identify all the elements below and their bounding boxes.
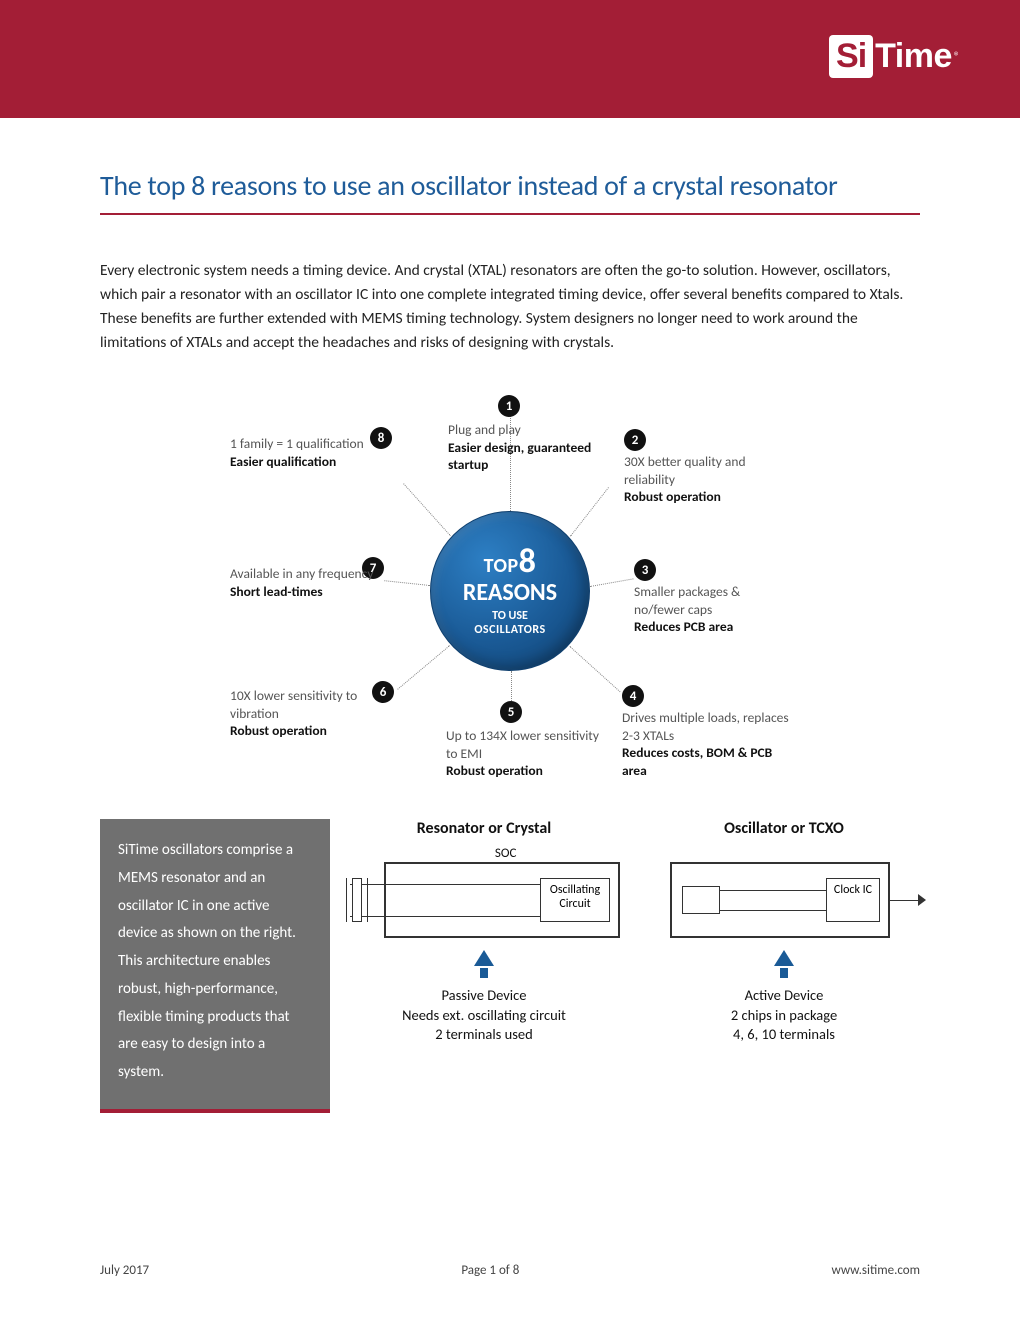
reason-text-8: 1 family = 1 qualificationEasier qualifi… [230,435,385,470]
bottom-row: SiTime oscillators comprise a MEMS reson… [100,819,920,1113]
footer-url: www.sitime.com [831,1263,920,1278]
reason-text-1: Plug and playEasier design, guaranteed s… [448,421,608,474]
diagram-active-clockic-box: Clock IC [826,878,880,922]
reason-badge-5: 5 [500,701,522,723]
hub-top-word: TOP [484,554,519,578]
diagram-passive-title: Resonator or Crystal [348,819,620,838]
logo-prefix-box: Si [829,35,873,78]
diagram-active-outer-box: Clock IC [670,862,890,938]
page-title: The top 8 reasons to use an oscillator i… [100,168,920,215]
page-footer: July 2017 Page 1 of 8 www.sitime.com [100,1263,920,1278]
hub-top-number: 8 [519,541,537,582]
crystal-symbol-icon [336,878,378,922]
reason-badge-1: 1 [498,395,520,417]
reason-badge-4: 4 [622,685,644,707]
hub-line-oscillators: OSCILLATORS [474,623,545,637]
diagram-passive-caption: Passive Device Needs ext. oscillating ci… [348,986,620,1045]
reason-text-2: 30X better quality and reliabilityRobust… [624,453,784,506]
hub-line-top: TOP8 [484,545,537,579]
footer-date: July 2017 [100,1263,149,1278]
spoke-line [397,645,450,689]
logo-suffix-text: Time [875,37,952,76]
diagram-passive-osc-circuit-box: Oscillating Circuit [540,878,610,922]
header-bar: Si Time ® [0,0,1020,118]
output-arrow-icon [918,894,926,906]
page: Si Time ® The top 8 reasons to use an os… [0,0,1020,1320]
mems-resonator-icon [682,886,720,914]
hub-line-touse: TO USE [492,609,528,623]
top8-infographic: TOP8 REASONS TO USE OSCILLATORS 1 Plug an… [230,391,790,791]
spoke-line [403,483,451,536]
intro-paragraph: Every electronic system needs a timing d… [100,259,920,355]
reason-text-6: 10X lower sensitivity to vibrationRobust… [230,687,385,740]
reason-text-3: Smaller packages & no/fewer capsReduces … [634,583,794,636]
spoke-line [590,578,634,587]
infographic-hub-circle: TOP8 REASONS TO USE OSCILLATORS [430,511,590,671]
logo-registered-mark: ® [954,50,960,64]
diagrams-row: Resonator or Crystal SOC Oscillating Cir… [348,819,920,1113]
reason-text-5: Up to 134X lower sensitivity to EMIRobus… [446,727,611,780]
diagram-active: Oscillator or TCXO Clock IC [648,819,920,1045]
company-logo: Si Time ® [829,35,960,78]
sidebar-callout-box: SiTime oscillators comprise a MEMS reson… [100,819,330,1113]
diagram-passive: Resonator or Crystal SOC Oscillating Cir… [348,819,620,1045]
footer-page-number: Page 1 of 8 [461,1263,519,1278]
reason-text-4: Drives multiple loads, replaces 2-3 XTAL… [622,709,792,779]
diagram-passive-soc-box: Oscillating Circuit [384,862,620,938]
content-area: The top 8 reasons to use an oscillator i… [0,118,1020,1113]
arrow-up-icon [474,950,494,966]
spoke-line [570,487,609,536]
diagram-active-title: Oscillator or TCXO [648,819,920,838]
diagram-active-caption: Active Device 2 chips in package 4, 6, 1… [648,986,920,1045]
reason-text-7: Available in any frequencyShort lead-tim… [230,565,375,600]
reason-badge-2: 2 [624,429,646,451]
hub-line-reasons: REASONS [463,581,557,605]
reason-badge-3: 3 [634,559,656,581]
diagram-passive-soc-label: SOC [495,846,517,861]
spoke-line [569,646,620,692]
arrow-up-icon [774,950,794,966]
spoke-line [384,580,430,586]
